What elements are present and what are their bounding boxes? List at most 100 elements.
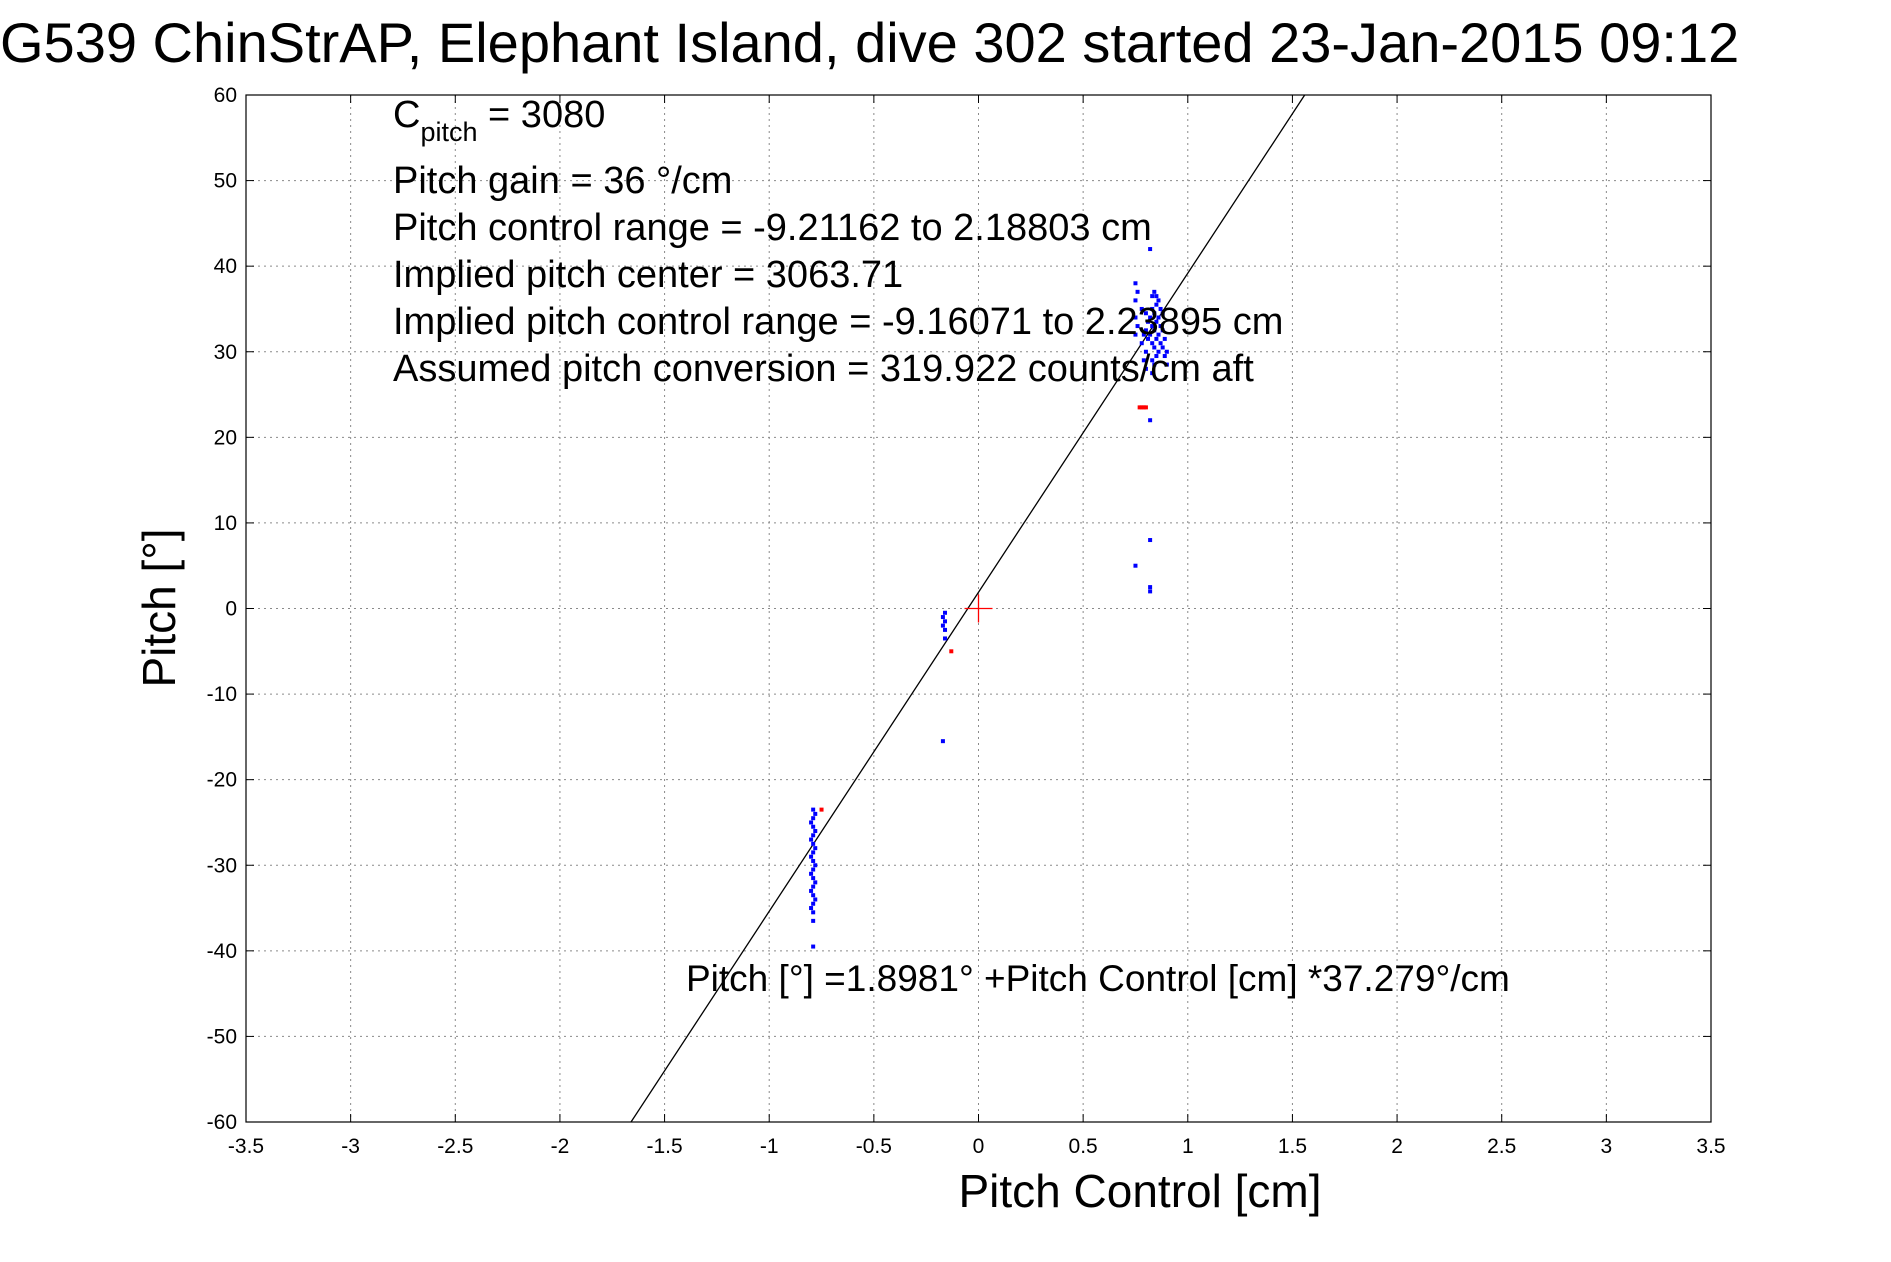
y-tick-label: 60 bbox=[214, 84, 237, 107]
x-tick-label: 2 bbox=[1391, 1135, 1403, 1158]
x-tick-label: 1 bbox=[1182, 1135, 1194, 1158]
flagged-data-point bbox=[819, 807, 824, 812]
data-point bbox=[1139, 306, 1144, 311]
plot-area-frame bbox=[245, 94, 1712, 1123]
x-tick-label: -0.5 bbox=[856, 1135, 892, 1158]
data-point bbox=[1154, 302, 1159, 307]
data-point bbox=[1160, 328, 1165, 333]
x-tick-label: 3.5 bbox=[1696, 1135, 1725, 1158]
flagged-data-point bbox=[1141, 405, 1146, 410]
data-point bbox=[1154, 336, 1159, 341]
data-point bbox=[811, 824, 816, 829]
x-tick-label: -1 bbox=[760, 1135, 779, 1158]
data-point bbox=[1152, 289, 1157, 294]
flagged-data-point bbox=[1137, 405, 1142, 410]
y-tick-label: 40 bbox=[214, 255, 237, 278]
data-point bbox=[811, 918, 816, 923]
data-point bbox=[1150, 358, 1155, 363]
data-point bbox=[1141, 358, 1146, 363]
data-point bbox=[809, 854, 814, 859]
data-point bbox=[809, 888, 814, 893]
y-tick-label: 30 bbox=[214, 341, 237, 364]
y-tick-label: -50 bbox=[207, 1025, 237, 1048]
data-point bbox=[811, 816, 816, 821]
data-point bbox=[1133, 298, 1138, 303]
data-point bbox=[809, 820, 814, 825]
data-point bbox=[1143, 349, 1148, 354]
data-point bbox=[1152, 362, 1157, 367]
data-point bbox=[811, 910, 816, 915]
data-point bbox=[1143, 366, 1148, 371]
data-point bbox=[811, 944, 816, 949]
data-point bbox=[809, 871, 814, 876]
data-point bbox=[813, 897, 818, 902]
y-axis-label: Pitch [°] bbox=[133, 528, 185, 687]
chart-title: G539 ChinStrAP, Elephant Island, dive 30… bbox=[0, 11, 1739, 74]
data-point bbox=[1160, 311, 1165, 316]
data-point bbox=[1150, 341, 1155, 346]
data-point bbox=[1148, 589, 1153, 594]
data-point bbox=[1150, 324, 1155, 329]
data-point bbox=[811, 841, 816, 846]
data-point bbox=[809, 906, 814, 911]
flagged-data-point bbox=[1139, 405, 1144, 410]
pitch-center-marker-group bbox=[964, 594, 993, 623]
conversion-annotation: Assumed pitch conversion = 319.922 count… bbox=[393, 348, 1254, 390]
x-axis-label: Pitch Control [cm] bbox=[959, 1165, 1322, 1217]
data-point bbox=[1133, 332, 1138, 337]
c-pitch-value: = 3080 bbox=[478, 94, 606, 136]
x-tick-label: -3 bbox=[341, 1135, 360, 1158]
c-pitch-symbol: C bbox=[393, 94, 420, 136]
data-point bbox=[1148, 538, 1153, 543]
data-point bbox=[809, 837, 814, 842]
data-point bbox=[1160, 345, 1165, 350]
y-tick-label: 50 bbox=[214, 170, 237, 193]
data-point bbox=[940, 615, 945, 620]
data-point bbox=[1150, 306, 1155, 311]
flagged-data-point bbox=[949, 649, 954, 654]
x-tick-label: -1.5 bbox=[646, 1135, 682, 1158]
x-tick-label: 3 bbox=[1601, 1135, 1613, 1158]
data-point bbox=[811, 867, 816, 872]
data-point bbox=[1133, 315, 1138, 320]
data-point bbox=[943, 627, 948, 632]
data-point bbox=[1156, 315, 1161, 320]
data-point bbox=[1152, 328, 1157, 333]
y-tick-label: 0 bbox=[225, 598, 237, 621]
data-point bbox=[811, 901, 816, 906]
data-point bbox=[811, 893, 816, 898]
data-point bbox=[1148, 418, 1153, 423]
data-point bbox=[1154, 354, 1159, 359]
implied-range-annotation: Implied pitch control range = -9.16071 t… bbox=[393, 301, 1283, 343]
data-point bbox=[1133, 281, 1138, 286]
data-point bbox=[1158, 324, 1163, 329]
x-tick-label: 2.5 bbox=[1487, 1135, 1516, 1158]
data-point bbox=[1148, 315, 1153, 320]
y-tick-label: 20 bbox=[214, 426, 237, 449]
data-point bbox=[943, 610, 948, 615]
data-point bbox=[1148, 247, 1153, 252]
data-point bbox=[1150, 294, 1155, 299]
data-point bbox=[1146, 319, 1151, 324]
data-point bbox=[811, 807, 816, 812]
control-range-annotation: Pitch control range = -9.21162 to 2.1880… bbox=[393, 207, 1152, 249]
x-tick-labels: -3.5 -3 -2.5 -2 -1.5 -1 -0.5 0 0.5 1 1.5 2 2.5 3 3.5 bbox=[228, 1135, 1726, 1158]
data-point bbox=[943, 636, 948, 641]
x-tick-label: 0 bbox=[973, 1135, 985, 1158]
data-point bbox=[1164, 362, 1169, 367]
data-point bbox=[813, 811, 818, 816]
c-pitch-annotation: Cpitch = 3080 bbox=[393, 94, 605, 147]
implied-center-annotation: Implied pitch center = 3063.71 bbox=[393, 254, 903, 296]
data-point bbox=[1139, 341, 1144, 346]
data-point bbox=[940, 739, 945, 744]
data-point bbox=[811, 876, 816, 881]
data-point bbox=[813, 863, 818, 868]
data-point bbox=[943, 619, 948, 624]
data-point bbox=[1135, 289, 1140, 294]
y-tick-label: -60 bbox=[207, 1111, 237, 1134]
data-point bbox=[813, 829, 818, 834]
data-point bbox=[1164, 349, 1169, 354]
data-point bbox=[1141, 332, 1146, 337]
data-point bbox=[1156, 298, 1161, 303]
data-point bbox=[1133, 563, 1138, 568]
